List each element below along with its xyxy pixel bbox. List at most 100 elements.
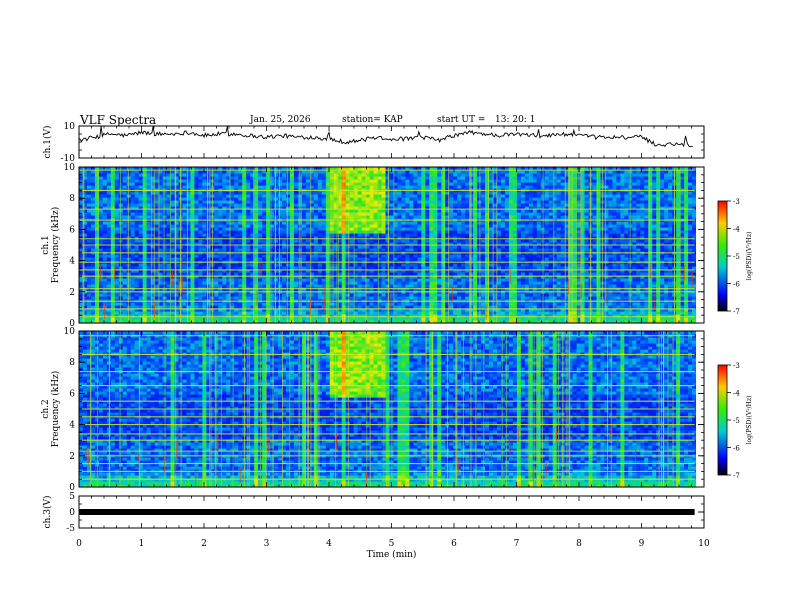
ch1-spectrogram-cell — [134, 170, 140, 174]
ch1-spectrogram-cell — [82, 284, 88, 288]
ch1-spectrogram-cell — [86, 308, 92, 312]
ch1-spectrogram-cell — [102, 320, 108, 324]
ch1-spectrogram-cell — [162, 302, 168, 306]
ch1-spectrogram-cell — [142, 173, 148, 177]
ch1-spectrogram-cell — [154, 281, 160, 285]
ch1-spectrogram-cell — [86, 248, 92, 252]
ch1-spectrogram-cell — [162, 176, 168, 180]
ch1-spectrogram-cell — [142, 263, 148, 267]
ch1-spectrogram-cell — [114, 311, 120, 315]
ch1-spectrogram-cell — [102, 194, 108, 198]
ch1-spectrogram-cell — [138, 275, 144, 279]
ch1-spectrogram-cell — [158, 275, 164, 279]
ch1-spectrogram-cell — [130, 266, 136, 270]
ch1-spectrogram-cell — [126, 308, 132, 312]
ch1-spectrogram-cell — [126, 311, 132, 315]
ch1-spectrogram-cell — [146, 281, 152, 285]
ch1-spectrogram-cell — [150, 257, 156, 261]
ch1-spectrogram-cell — [106, 236, 112, 240]
ch1-spectrogram-cell — [126, 257, 132, 261]
ch1-spectrogram-cell — [138, 245, 144, 249]
ch1-spectrogram-cell — [98, 272, 104, 276]
ch1-spectrogram-cell — [122, 242, 128, 246]
ch1-spectrogram-cell — [138, 305, 144, 309]
ch1-spectrogram-cell — [114, 317, 120, 321]
ch1-spectrogram-cell — [142, 212, 148, 216]
ch1-spectrogram-cell — [110, 179, 116, 183]
ch1-spectrogram-cell — [162, 227, 168, 231]
ch1-spectrogram-cell — [79, 272, 84, 276]
ch1-spectrogram-cell — [90, 224, 96, 228]
ch1-spectrogram-cell — [102, 167, 108, 171]
ch1-spectrogram-cell — [154, 257, 160, 261]
ch1-spectrogram-cell — [130, 239, 136, 243]
ch1-spectrogram-cell — [142, 305, 148, 309]
ch1-spectrogram-cell — [94, 245, 100, 249]
ch1-spectrogram-cell — [86, 194, 92, 198]
ch1-spectrogram-cell — [146, 257, 152, 261]
ch1-spectrogram-cell — [142, 272, 148, 276]
ch1-spectrogram-cell — [146, 269, 152, 273]
ch1-spectrogram-cell — [98, 203, 104, 207]
ch1-spectrogram-cell — [90, 305, 96, 309]
ch1-spectrogram-cell — [134, 257, 140, 261]
ch1-spectrogram-cell — [102, 176, 108, 180]
ch1-spectrogram-cell — [150, 188, 156, 192]
ch1-spectrogram-cell — [102, 254, 108, 258]
ch1-spectrogram-cell — [118, 236, 124, 240]
ch1-spectrogram-cell — [106, 293, 112, 297]
ch1-spectrogram-cell — [79, 296, 84, 300]
ch1-spectrogram-cell — [106, 170, 112, 174]
ch1-spectrogram-cell — [110, 203, 116, 207]
ch1-spectrogram-cell — [106, 245, 112, 249]
ch1-spectrogram-cell — [134, 266, 140, 270]
ch1-spectrogram-cell — [118, 242, 124, 246]
ch1-spectrogram-cell — [79, 317, 84, 321]
ch1-spectrogram-cell — [86, 254, 92, 258]
ch1-spectrogram-cell — [126, 314, 132, 318]
ch1-spectrogram-cell — [110, 182, 116, 186]
ch1-spectrogram-cell — [126, 263, 132, 267]
ch1-spectrogram-cell — [110, 188, 116, 192]
ch1-spectrogram-cell — [166, 227, 172, 231]
ch1-spectrogram-cell — [118, 209, 124, 213]
ch1-spectrogram-cell — [142, 296, 148, 300]
ch1-spectrogram-cell — [94, 248, 100, 252]
ch1-spectrogram-cell — [110, 302, 116, 306]
ch1-spectrogram-cell — [134, 239, 140, 243]
ch1-spectrogram-cell — [138, 182, 144, 186]
ch1-spectrogram-cell — [138, 224, 144, 228]
ch1-spectrogram-cell — [106, 278, 112, 282]
ch1-spectrogram-cell — [134, 215, 140, 219]
ch1-spectrogram-cell — [162, 233, 168, 237]
ch1-spectrogram-cell — [134, 236, 140, 240]
ch1-spectrogram-cell — [122, 281, 128, 285]
ch1-spectrogram-cell — [126, 281, 132, 285]
ch1-spectrogram-cell — [94, 275, 100, 279]
ch1-spectrogram-cell — [154, 272, 160, 276]
ch1-spectrogram-cell — [154, 284, 160, 288]
ch1-spectrogram-cell — [114, 197, 120, 201]
ch1-spectrogram-cell — [106, 266, 112, 270]
ch1-spectrogram-cell — [94, 200, 100, 204]
ch1-spectrogram-cell — [126, 284, 132, 288]
ch1-spectrogram-cell — [162, 185, 168, 189]
ch1-spectrogram-cell — [166, 296, 172, 300]
ch1-spectrogram-cell — [102, 293, 108, 297]
ch1-spectrogram-cell — [130, 263, 136, 267]
ch1-spectrogram-cell — [130, 176, 136, 180]
ch1-spectrogram-cell — [126, 293, 132, 297]
ch1-spectrogram-cell — [150, 320, 156, 324]
ch1-spectrogram-cell — [118, 188, 124, 192]
ch1-spectrogram-cell — [98, 173, 104, 177]
ch1-spectrogram-cell — [82, 215, 88, 219]
ch1-spectrogram-cell — [130, 272, 136, 276]
ch1-spectrogram-cell — [82, 233, 88, 237]
ch1-spectrogram-cell — [86, 197, 92, 201]
ch1-spectrogram-cell — [162, 293, 168, 297]
ch1-spectrogram-cell — [102, 173, 108, 177]
ch1-spectrogram-cell — [122, 176, 128, 180]
ch1-spectrogram-cell — [79, 305, 84, 309]
ch1-spectrogram-cell — [98, 248, 104, 252]
ch1-spectrogram-cell — [90, 176, 96, 180]
